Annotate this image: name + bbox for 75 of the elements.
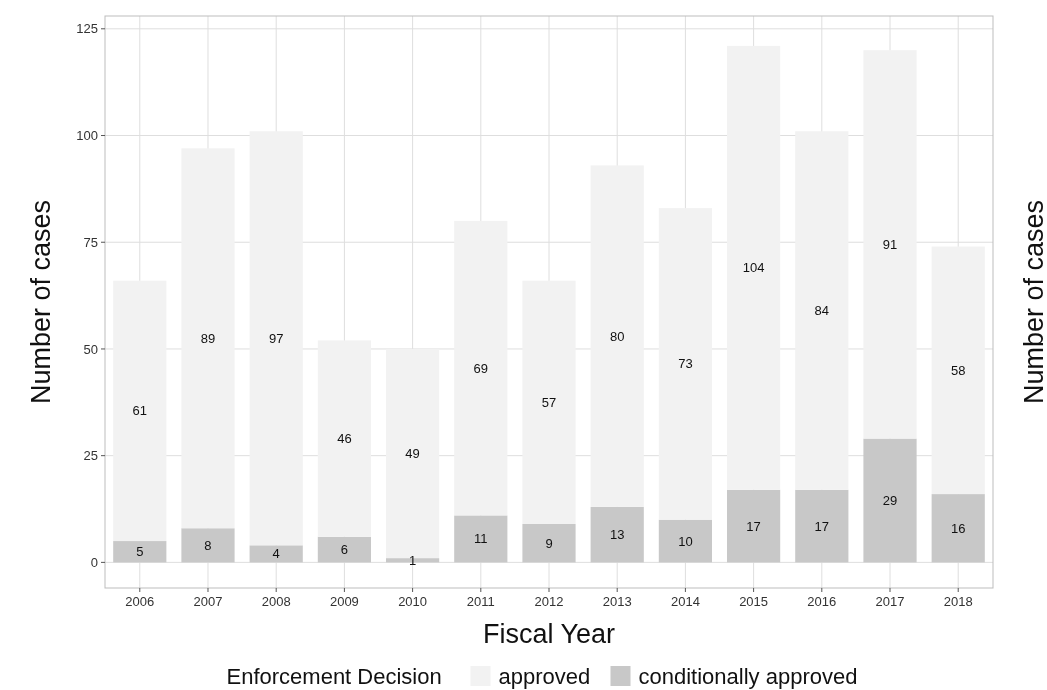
data-label: 89 (200, 330, 216, 346)
data-label: 46 (337, 431, 352, 447)
bar (249, 545, 303, 563)
data-label: 11 (474, 531, 488, 547)
bar (249, 131, 303, 546)
data-label: 69 (473, 360, 489, 376)
x-axis-title: Fiscal Year (482, 619, 616, 649)
bar (113, 541, 167, 563)
data-label: 9 (545, 535, 553, 551)
data-label: 10 (678, 533, 693, 549)
bar (113, 280, 167, 542)
bar (931, 494, 985, 563)
data-label: 61 (132, 403, 148, 419)
bar (658, 208, 712, 520)
x-tick-label: 2012 (534, 594, 564, 609)
bar (590, 506, 644, 563)
data-label: 16 (950, 520, 966, 536)
data-label: 1 (408, 552, 417, 568)
data-label: 29 (882, 493, 898, 509)
data-label: 80 (609, 328, 625, 344)
bar (522, 523, 576, 563)
bar (863, 50, 917, 439)
data-label: 8 (204, 537, 212, 553)
data-label: 97 (268, 330, 284, 346)
data-label: 5 (136, 544, 144, 560)
bar (454, 515, 508, 563)
y-tick-label: 75 (83, 234, 98, 250)
data-label: 104 (742, 260, 765, 276)
bar (317, 536, 371, 563)
bar (795, 131, 849, 490)
data-label: 4 (272, 546, 280, 562)
data-label: 84 (814, 303, 830, 319)
x-tick-label: 2010 (398, 594, 428, 609)
x-tick-label: 2014 (670, 594, 700, 609)
data-label: 17 (746, 518, 761, 534)
bar (590, 165, 644, 507)
data-label: 91 (882, 236, 898, 252)
bar (181, 148, 235, 529)
data-label: 73 (678, 356, 693, 372)
bar (658, 519, 712, 563)
bar (522, 280, 576, 524)
x-tick-label: 2009 (329, 594, 359, 609)
legend-title: Enforcement Decision (226, 663, 442, 689)
x-tick-label: 2015 (739, 594, 769, 609)
bar (863, 438, 917, 563)
legend-label: conditionally approved (638, 663, 858, 689)
y-tick-label: 100 (76, 128, 98, 144)
bar (454, 220, 508, 516)
x-tick-label: 2018 (943, 594, 973, 609)
bar (317, 340, 371, 537)
legend-label: approved (498, 663, 591, 689)
data-label: 6 (340, 542, 349, 558)
y2-axis-title: Number of cases (1019, 199, 1047, 405)
bar (795, 489, 849, 563)
x-tick-label: 2013 (602, 594, 632, 609)
x-tick-label: 2017 (875, 594, 905, 609)
x-tick-label: 2007 (193, 594, 223, 609)
data-label: 58 (950, 362, 966, 378)
x-tick-label: 2006 (125, 594, 155, 609)
data-label: 49 (405, 446, 420, 462)
x-tick-label: 2011 (466, 594, 495, 609)
y-axis-title: Number of cases (26, 199, 56, 405)
bar (727, 45, 781, 490)
y-tick-label: 0 (90, 554, 98, 570)
bar (181, 528, 235, 563)
y-tick-label: 50 (83, 341, 98, 357)
bar (727, 489, 781, 563)
y-tick-label: 25 (83, 448, 98, 464)
x-tick-label: 2008 (261, 594, 291, 609)
y-tick-label: 125 (76, 21, 98, 37)
data-label: 17 (814, 518, 830, 534)
x-tick-label: 2016 (807, 594, 837, 609)
data-label: 13 (609, 527, 625, 543)
bar (931, 246, 985, 495)
data-label: 57 (541, 394, 557, 410)
